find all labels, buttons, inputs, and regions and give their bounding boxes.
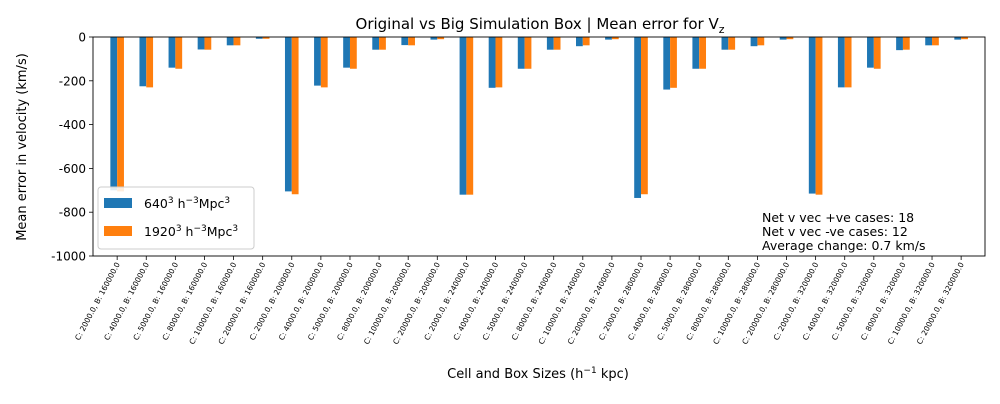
bar: [925, 37, 933, 46]
bar: [670, 37, 677, 88]
legend-label: 19203 h−3Mpc3: [144, 224, 238, 239]
legend-label: 6403 h−3Mpc3: [144, 196, 230, 211]
bar: [408, 37, 415, 46]
bar: [117, 37, 124, 192]
bar: [466, 37, 474, 195]
bar: [349, 37, 357, 69]
bar: [255, 37, 263, 39]
y-tick-label: -800: [59, 206, 86, 220]
bar: [320, 37, 328, 88]
bar: [699, 37, 707, 69]
bar: [663, 37, 671, 90]
bar: [553, 37, 561, 50]
bar: [611, 37, 619, 40]
chart-title: Original vs Big Simulation Box | Mean er…: [356, 15, 725, 36]
bar: [197, 37, 205, 50]
bar: [343, 37, 350, 68]
bar: [605, 37, 612, 40]
bar: [954, 37, 962, 40]
bar: [168, 37, 176, 68]
y-tick-label: -1000: [51, 250, 86, 264]
y-tick-label: -600: [59, 162, 86, 176]
bar: [437, 37, 445, 40]
bar: [808, 37, 816, 194]
bar: [146, 37, 154, 88]
bar: [546, 37, 554, 50]
bar: [728, 37, 736, 50]
bar: [226, 37, 234, 46]
bar: [896, 37, 903, 51]
bar: [517, 37, 525, 69]
bar: [262, 37, 270, 39]
bar: [175, 37, 183, 69]
bar: [459, 37, 467, 195]
bar: [641, 37, 648, 195]
chart-title-subscript: z: [719, 23, 725, 36]
bar: [139, 37, 147, 87]
bar: [634, 37, 642, 198]
bar: [110, 37, 118, 191]
bar: [524, 37, 532, 69]
bar: [488, 37, 496, 88]
bar: [233, 37, 241, 46]
legend-swatch: [104, 198, 132, 208]
bar: [873, 37, 881, 69]
bar: [372, 37, 380, 50]
bar: [575, 37, 583, 47]
bar: [757, 37, 765, 46]
y-tick-label: -400: [59, 118, 86, 132]
x-axis-label-main: Cell and Box Sizes (h: [447, 367, 583, 382]
x-axis-label-superscript: −1: [583, 366, 596, 376]
y-tick-label: -200: [59, 74, 86, 88]
bar: [815, 37, 823, 195]
legend: 6403 h−3Mpc3 19203 h−3Mpc3: [97, 186, 255, 250]
legend-box: [97, 186, 255, 250]
bar: [284, 37, 292, 192]
bar: [495, 37, 503, 88]
bar: [902, 37, 910, 50]
bar: [721, 37, 729, 50]
bar: [867, 37, 874, 68]
x-axis-label: Cell and Box Sizes (h−1 kpc): [447, 366, 629, 382]
chart-title-main: Original vs Big Simulation Box | Mean er…: [356, 15, 720, 33]
legend-swatch: [104, 226, 132, 236]
bar: [401, 37, 409, 46]
bar: [837, 37, 845, 88]
annotation-text: Net v vec -ve cases: 12: [762, 224, 908, 239]
bar: [844, 37, 852, 88]
x-axis-label-end: kpc): [597, 367, 629, 382]
y-axis-label: Mean error in velocity (km/s): [15, 53, 30, 241]
bar: [692, 37, 700, 69]
annotation-text: Average change: 0.7 km/s: [762, 238, 925, 253]
y-tick-label: 0: [78, 31, 86, 45]
bar: [582, 37, 590, 46]
bar: [291, 37, 299, 195]
bar: [204, 37, 212, 50]
bar: [430, 37, 438, 40]
bar: [786, 37, 794, 40]
bar: [379, 37, 386, 50]
annotation-text: Net v vec +ve cases: 18: [762, 210, 914, 225]
bar: [932, 37, 939, 46]
bar: [314, 37, 321, 86]
plot-frame: [92, 36, 986, 257]
bar: [961, 37, 968, 40]
bar: [750, 37, 758, 47]
bar: [779, 37, 787, 40]
